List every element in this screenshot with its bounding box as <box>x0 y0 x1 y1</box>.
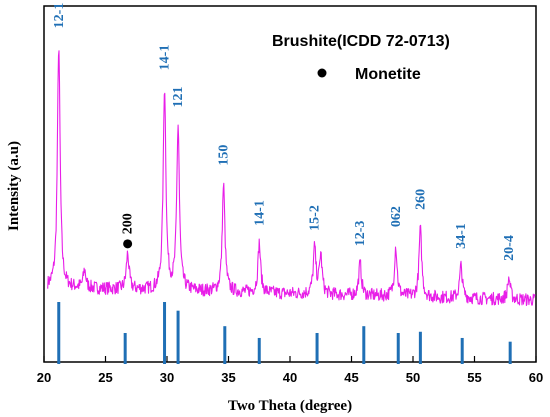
pattern-series <box>47 50 536 307</box>
y-axis-title: Intensity (a.u) <box>6 141 22 231</box>
peak-label: 15-2 <box>308 205 323 231</box>
legend: Brushite(ICDD 72-0713) Monetite <box>272 33 450 83</box>
xrd-pattern-line <box>47 50 536 307</box>
monetite-marker <box>123 239 133 249</box>
x-tick-label: 60 <box>529 370 543 385</box>
x-tick-label: 55 <box>467 370 481 385</box>
x-tick-label: 40 <box>283 370 297 385</box>
x-axis-ticks: 20 25 30 35 40 45 50 55 60 <box>37 356 543 385</box>
peak-labels: 12-1 200 14-1 121 150 14-1 15-2 12-3 062 260 34-1 2… <box>52 3 517 261</box>
plot-frame <box>43 5 537 363</box>
legend-monetite-marker <box>317 68 327 78</box>
peak-label: 200 <box>121 213 136 234</box>
peak-label: 14-1 <box>158 45 173 71</box>
x-axis-title: Two Theta (degree) <box>228 398 352 414</box>
x-tick-label: 30 <box>160 370 174 385</box>
x-tick-label: 20 <box>37 370 51 385</box>
peak-label: 260 <box>413 189 428 210</box>
reference-lines <box>57 302 512 364</box>
x-tick-label: 35 <box>221 370 235 385</box>
legend-monetite-label: Monetite <box>355 66 421 83</box>
x-tick-label: 25 <box>98 370 112 385</box>
peak-label: 12-1 <box>52 3 67 29</box>
peak-label: 150 <box>217 145 232 166</box>
peak-label: 34-1 <box>454 223 469 249</box>
peak-label: 062 <box>389 206 404 227</box>
peak-label: 121 <box>171 87 186 108</box>
legend-reference: Brushite(ICDD 72-0713) <box>272 33 450 50</box>
peak-label: 12-3 <box>353 221 368 247</box>
x-tick-label: 50 <box>406 370 420 385</box>
x-tick-label: 45 <box>344 370 358 385</box>
peak-label: 14-1 <box>252 200 267 226</box>
peak-label: 20-4 <box>502 235 517 261</box>
